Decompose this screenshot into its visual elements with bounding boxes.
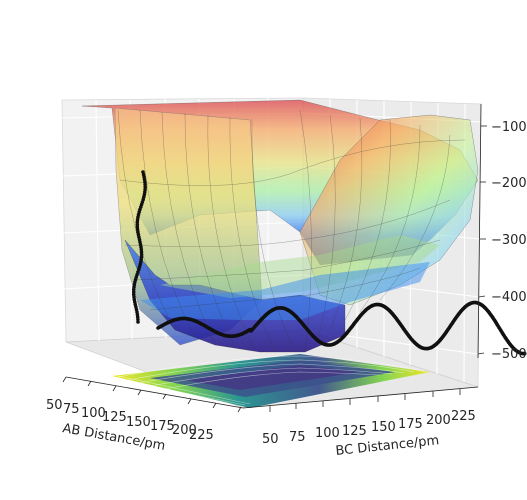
trajectory-point [135, 220, 140, 224]
y-tick-labels: 50 75 100 125 150 175 200 225 [262, 409, 476, 447]
y-tick-label: 225 [451, 409, 476, 424]
trajectory-points [131, 170, 527, 356]
surface-blue-band [140, 262, 430, 320]
contour-projection [112, 354, 430, 408]
contour-band-core [185, 365, 360, 390]
x-tick-label: 100 [81, 406, 106, 421]
x-tick-label: 175 [150, 419, 175, 434]
z-axis-line [477, 103, 482, 359]
y-tick-label: 125 [342, 424, 367, 439]
x-tick-labels: 50 75 100 125 150 175 200 225 [46, 398, 214, 443]
x-tick-label: 50 [46, 398, 63, 413]
y-tick-label: 50 [262, 432, 279, 447]
y-tick-label: 100 [315, 426, 340, 441]
x-ticks [62, 376, 242, 413]
z-tick-label: −400 [491, 290, 527, 305]
axis-lines [65, 103, 482, 409]
x-tick-label: 75 [63, 402, 80, 417]
x-tick-label: 150 [126, 415, 151, 430]
y-tick-label: 75 [289, 430, 306, 445]
y-ticks [269, 389, 461, 412]
y-tick-label: 150 [371, 420, 396, 435]
z-tick-label: −300 [491, 233, 527, 248]
x-tick-label: 225 [189, 428, 214, 443]
y-tick-label: 175 [398, 417, 423, 432]
trajectory-point [135, 222, 140, 227]
x-tick-label: 200 [172, 423, 197, 438]
trajectory-point [522, 351, 527, 356]
z-ticks [477, 125, 487, 355]
trajectory-point [131, 287, 136, 292]
surface-wireframe [117, 109, 466, 353]
trajectory-point [131, 290, 136, 294]
x-tick-label: 125 [102, 410, 127, 425]
y-tick-label: 200 [426, 413, 451, 428]
energy-surface [81, 99, 479, 353]
z-tick-labels: −500 −400 −300 −200 −100 [491, 120, 527, 362]
surface-mid-green [160, 235, 440, 298]
z-tick-label: −100 [491, 120, 527, 135]
z-tick-label: −500 [491, 347, 527, 362]
x-axis-line [65, 376, 244, 409]
trajectory-point [136, 320, 140, 324]
z-tick-label: −200 [491, 176, 527, 191]
y-axis-line [242, 386, 479, 409]
